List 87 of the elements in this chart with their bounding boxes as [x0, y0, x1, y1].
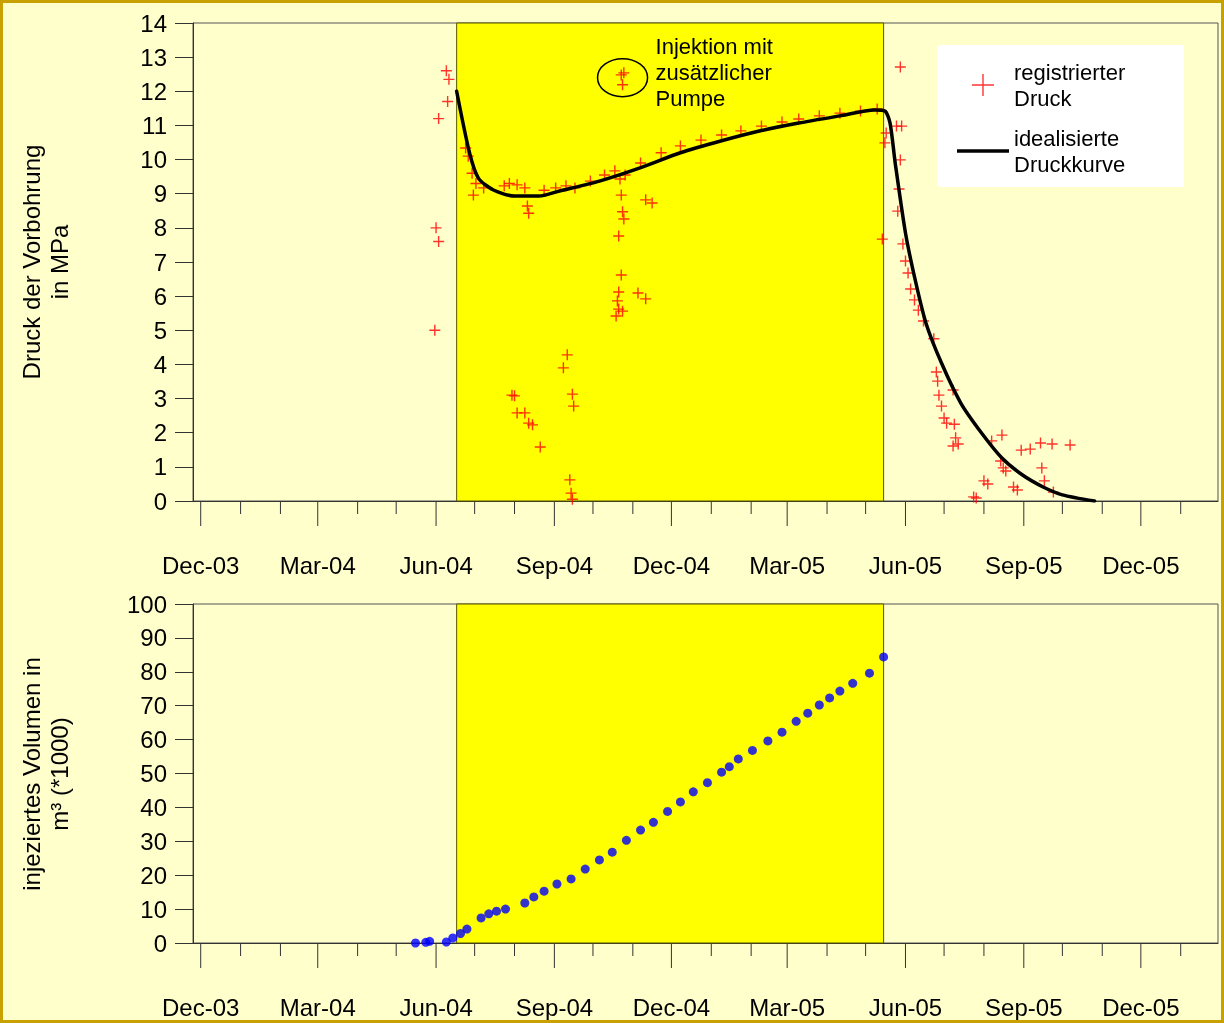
point	[825, 693, 835, 703]
point	[777, 727, 787, 737]
y-tick-label: 70	[140, 692, 167, 720]
x-tick-label: Sep-05	[985, 551, 1063, 579]
point	[607, 847, 617, 857]
point	[484, 909, 494, 919]
point	[539, 886, 549, 896]
point	[648, 817, 658, 827]
point	[763, 736, 773, 746]
point	[688, 787, 698, 797]
y-tick-label: 60	[140, 726, 167, 754]
x-tick-label: Mar-04	[279, 993, 356, 1021]
y-tick-label: 50	[140, 760, 167, 787]
x-tick-label: Dec-04	[632, 551, 711, 579]
y-axis-title: injeziertes Volumen in m³ (*1000)	[17, 656, 73, 891]
point	[724, 762, 734, 772]
x-tick-label: Dec-05	[1102, 551, 1180, 579]
y-tick-label: 40	[140, 793, 167, 821]
point	[476, 913, 486, 923]
point	[879, 652, 889, 662]
point	[814, 700, 824, 710]
x-tick-label: Dec-05	[1102, 993, 1180, 1021]
point	[566, 874, 576, 884]
point	[425, 936, 435, 946]
point	[636, 825, 646, 835]
y-tick-label: 11	[142, 111, 167, 139]
point	[580, 864, 590, 874]
point	[848, 678, 858, 688]
y-tick-label: 13	[140, 43, 167, 71]
x-tick-label: Mar-05	[749, 993, 826, 1021]
y-tick-label: 20	[140, 861, 167, 889]
x-tick-label: Sep-04	[515, 551, 594, 579]
point	[621, 835, 631, 845]
point	[448, 933, 458, 943]
point	[747, 745, 757, 755]
y-axis-title: Druck der Vorbohrung in MPa	[17, 143, 73, 382]
point	[864, 668, 874, 678]
x-tick-label: Jun-04	[399, 551, 473, 579]
y-tick-label: 6	[153, 282, 167, 310]
x-tick-label: Jun-05	[868, 993, 943, 1021]
y-tick-label: 7	[153, 248, 167, 276]
point	[791, 716, 801, 726]
point	[492, 906, 502, 916]
y-tick-label: 80	[140, 658, 167, 686]
point	[594, 855, 604, 865]
y-tick-label: 4	[153, 350, 167, 378]
y-tick-label: 8	[153, 214, 167, 242]
point	[733, 754, 743, 764]
y-tick-label: 10	[140, 895, 167, 923]
y-tick-label: 0	[153, 929, 167, 957]
x-tick-label: Dec-03	[162, 993, 240, 1021]
x-tick-label: Sep-04	[515, 993, 594, 1021]
annotation: Injektion mit zusätzlicher Pumpe	[655, 33, 774, 112]
y-tick-label: 14	[140, 9, 167, 37]
x-tick-label: Jun-05	[868, 551, 943, 579]
point	[663, 806, 673, 816]
y-tick-label: 1	[153, 453, 167, 481]
point	[411, 938, 420, 948]
legend-label: idealisierte Druckkurve	[1014, 125, 1126, 177]
point	[552, 879, 562, 889]
point	[529, 892, 539, 902]
x-tick-label: Mar-05	[749, 551, 826, 579]
y-tick-label: 30	[140, 827, 167, 855]
point	[462, 924, 472, 934]
y-tick-label: 9	[153, 180, 167, 208]
x-tick-label: Mar-04	[279, 551, 356, 579]
y-tick-label: 90	[140, 624, 167, 652]
point	[675, 797, 685, 807]
x-tick-label: Dec-03	[162, 551, 240, 579]
point	[717, 767, 727, 777]
legend-label: registrierter Druck	[1014, 59, 1132, 111]
x-tick-label: Dec-04	[632, 993, 711, 1021]
x-tick-label: Sep-05	[985, 993, 1063, 1021]
point	[835, 686, 845, 696]
y-tick-label: 10	[140, 146, 167, 174]
y-tick-label: 3	[153, 385, 167, 413]
point	[702, 778, 712, 788]
y-tick-label: 12	[140, 77, 167, 105]
y-tick-label: 5	[153, 316, 167, 344]
y-tick-label: 2	[153, 419, 167, 447]
y-tick-label: 100	[126, 590, 167, 618]
x-tick-label: Jun-04	[399, 993, 473, 1021]
point	[501, 904, 511, 914]
point	[520, 898, 530, 908]
point	[803, 708, 813, 718]
y-tick-label: 0	[153, 487, 167, 515]
point	[456, 929, 465, 939]
